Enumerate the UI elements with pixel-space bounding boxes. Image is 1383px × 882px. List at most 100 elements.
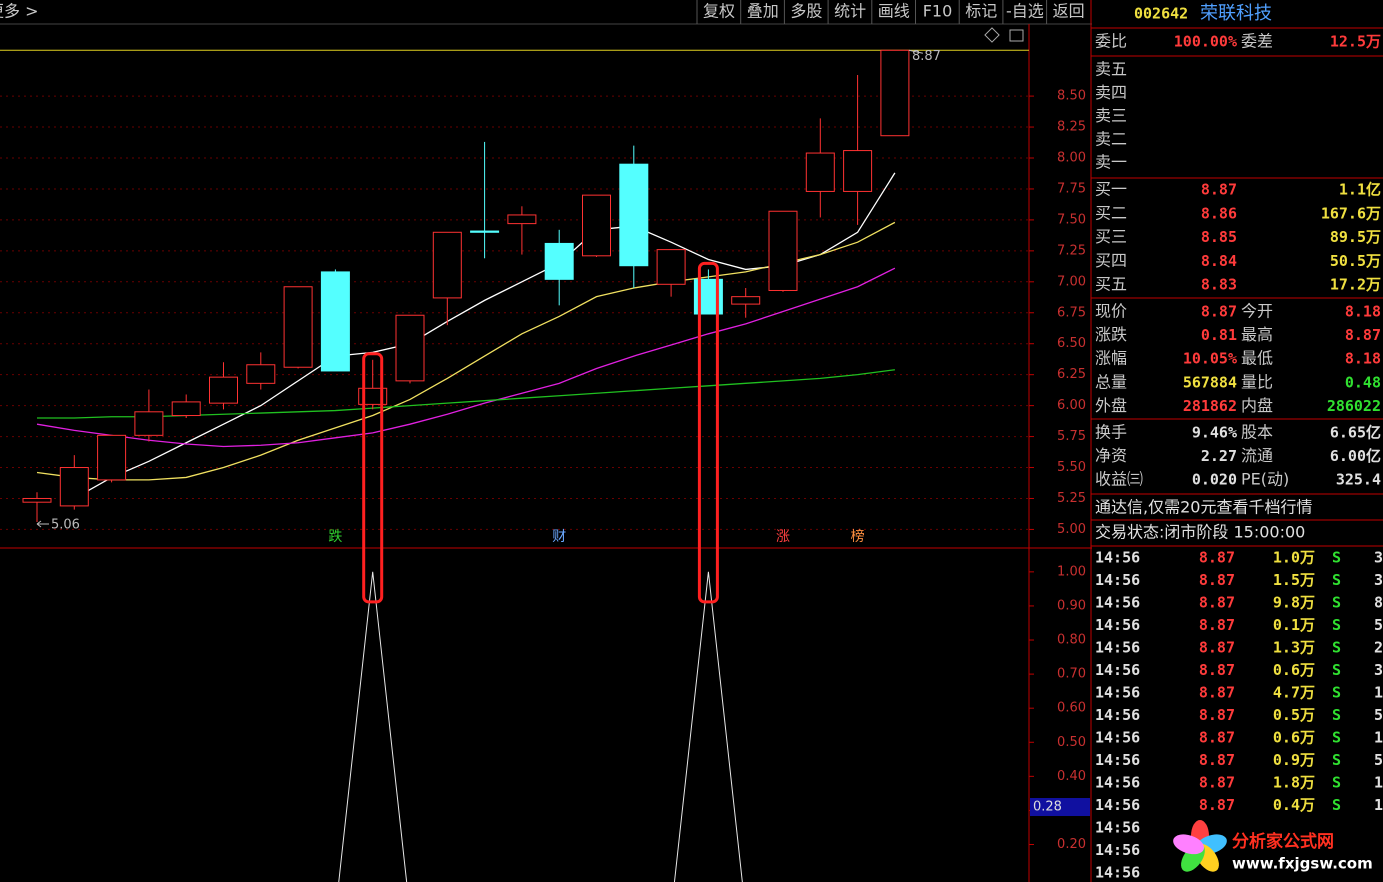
label: 买二 [1095, 203, 1127, 222]
label: 外盘 [1095, 396, 1127, 415]
y-tick-label: 6.00 [1057, 398, 1086, 413]
menu[interactable]: 更多 > [0, 2, 39, 21]
toolbar-button[interactable]: -自选 [1006, 2, 1044, 21]
tick-cell: 1 [1374, 729, 1383, 747]
tick-cell: 1 [1374, 774, 1383, 792]
candle-body [134, 411, 164, 436]
tick-cell: 14:56 [1095, 661, 1140, 679]
label: 最高 [1241, 325, 1273, 344]
toolbar-button[interactable]: 返回 [1053, 2, 1085, 21]
tick-cell: 1.5万 [1273, 571, 1315, 589]
label: 买五 [1095, 275, 1127, 294]
y-tick-label: 0.50 [1057, 735, 1086, 750]
tick-cell: 14:56 [1095, 774, 1140, 792]
value: 0.81 [1201, 326, 1237, 344]
tick-cell: S [1332, 729, 1341, 747]
tick-cell: 14:56 [1095, 864, 1140, 882]
highlight [362, 352, 384, 604]
label: 股本 [1241, 423, 1273, 442]
tick-cell: 5 [1374, 706, 1383, 724]
value: 325.4 [1336, 471, 1381, 489]
icon[interactable] [984, 27, 1000, 43]
value: 8.87 [1201, 181, 1237, 199]
candle-body [283, 286, 313, 368]
label: 量比 [1241, 372, 1273, 391]
toolbar-button[interactable]: 标记 [965, 2, 997, 21]
stock-name: 荣联科技 [1200, 3, 1272, 24]
value: 281862 [1183, 397, 1237, 415]
tick-cell: 0.6万 [1273, 661, 1315, 679]
tick-cell: 14:56 [1095, 639, 1140, 657]
value: 8.18 [1345, 303, 1381, 321]
toolbar-button[interactable]: 多股 [790, 2, 822, 21]
y-tick-label: 0.90 [1057, 598, 1086, 613]
ma-line [37, 369, 895, 419]
watermark: 分析家公式网 www.fxjgsw.com [1173, 820, 1373, 873]
event-label[interactable]: 涨 [776, 529, 790, 545]
tick-cell: 8.87 [1199, 639, 1235, 657]
tick-cell: S [1332, 684, 1341, 702]
toolbar-button[interactable]: 画线 [878, 2, 910, 21]
event-label[interactable]: 榜 [851, 528, 865, 545]
tick-cell: 14:56 [1095, 751, 1140, 769]
label: 换手 [1095, 423, 1127, 442]
y-tick-label: 8.50 [1057, 89, 1086, 104]
label: PE(动) [1241, 470, 1289, 489]
tick-cell: 8.87 [1199, 616, 1235, 634]
value: 8.84 [1201, 252, 1237, 270]
label: 买一 [1095, 180, 1127, 199]
tick-cell: 14:56 [1095, 616, 1140, 634]
price-panel [0, 49, 1029, 530]
tick-cell: 14:56 [1095, 796, 1140, 814]
value: 0.48 [1345, 373, 1381, 391]
tick-cell: 14:56 [1095, 549, 1140, 567]
label: 卖一 [1095, 153, 1127, 172]
y-tick-label: 0.40 [1057, 769, 1086, 784]
value: 8.85 [1201, 228, 1237, 246]
value: 8.87 [1201, 303, 1237, 321]
tick-cell: 14:56 [1095, 594, 1140, 612]
tick-cell: 8.87 [1199, 729, 1235, 747]
toolbar-button[interactable]: F10 [923, 2, 953, 21]
event-label[interactable]: 跌 [328, 529, 342, 545]
value: 167.6万 [1321, 204, 1381, 222]
label: 买三 [1095, 227, 1127, 246]
toolbar-button[interactable]: 统计 [834, 2, 866, 21]
event-label[interactable]: 财 [552, 529, 566, 545]
candle-body [805, 152, 835, 192]
toolbar-button[interactable]: 叠加 [747, 2, 779, 21]
tick-cell: 0.1万 [1273, 616, 1315, 634]
indicator-line [338, 571, 743, 882]
label: 委差 [1241, 32, 1273, 51]
label: 净资 [1095, 446, 1127, 465]
candle-body [544, 242, 574, 280]
watermark-title: 分析家公式网 [1232, 831, 1334, 852]
label: 现价 [1095, 302, 1127, 321]
label: 收益㈢ [1095, 470, 1143, 489]
logo-petal [1173, 834, 1205, 855]
notice[interactable]: 通达信,仅需20元查看千档行情 [1095, 498, 1312, 517]
label: 涨幅 [1095, 349, 1127, 368]
label: 卖五 [1095, 60, 1127, 79]
toolbar-button[interactable]: 复权 [703, 2, 735, 21]
label: 卖三 [1095, 106, 1127, 125]
tick-cell: S [1332, 639, 1341, 657]
label: 涨跌 [1095, 325, 1127, 344]
y-tick-label: 0.60 [1057, 701, 1086, 716]
candle-body [358, 387, 388, 405]
low-marker: 5.06 [51, 518, 80, 533]
value: 12.5万 [1330, 33, 1381, 51]
candle-body [843, 150, 873, 192]
tick-cell: S [1332, 751, 1341, 769]
toolbar [0, 0, 1092, 24]
stock-code: 002642 [1134, 5, 1188, 23]
y-tick-label: 8.00 [1057, 151, 1086, 166]
tick-cell: 14:56 [1095, 571, 1140, 589]
value: 2.27 [1201, 447, 1237, 465]
tick-cell: 0.9万 [1273, 751, 1315, 769]
tick-cell: 3 [1374, 571, 1383, 589]
y-tick-label: 7.50 [1057, 212, 1086, 227]
icon[interactable] [1009, 29, 1024, 42]
y-tick-label: 8.25 [1057, 120, 1086, 135]
